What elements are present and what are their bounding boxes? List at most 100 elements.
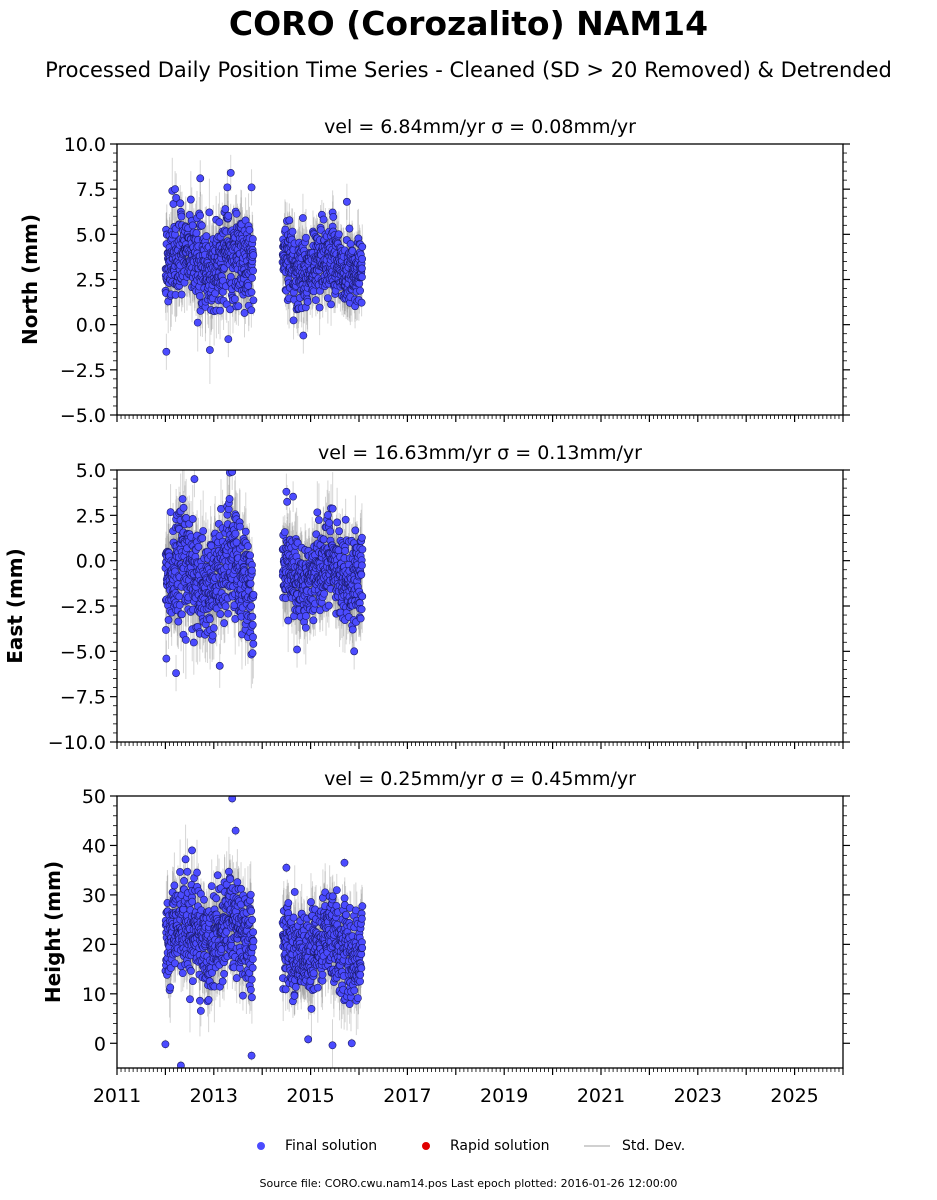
final-solution-point [357, 605, 366, 614]
final-solution-point [358, 533, 366, 542]
final-solution-point [288, 227, 297, 236]
data-points [161, 169, 367, 356]
final-solution-point [348, 625, 357, 634]
final-solution-point [224, 335, 233, 344]
y-tick-label: −2.5 [60, 596, 106, 618]
y-tick-label: −5.0 [60, 405, 106, 427]
final-solution-point [162, 347, 171, 356]
final-solution-point [341, 515, 350, 524]
final-solution-point [226, 169, 235, 177]
final-solution-point [320, 589, 329, 598]
data-points [161, 470, 367, 677]
final-solution-point [314, 516, 323, 524]
panel-1: vel = 6.84mm/yr σ = 0.08mm/yr −5.0 −2.5 0.0… [18, 116, 850, 427]
final-solution-point [328, 504, 337, 513]
final-solution-point [345, 224, 354, 233]
final-solution-point [186, 195, 195, 204]
final-solution-point [205, 208, 214, 217]
final-solution-point [303, 297, 312, 306]
final-solution-point [324, 601, 333, 610]
final-solution-point [249, 296, 258, 305]
final-solution-point [224, 211, 233, 220]
final-solution-point [302, 233, 310, 242]
final-solution-point [188, 221, 197, 230]
final-solution-point [241, 527, 250, 536]
y-tick-label: −5.0 [60, 641, 106, 663]
y-tick-label: −7.5 [60, 687, 106, 709]
final-solution-point [202, 232, 211, 241]
final-solution-point [334, 230, 343, 239]
final-solution-point [234, 302, 243, 311]
final-solution-point [162, 626, 170, 634]
final-solution-point [325, 518, 334, 527]
final-solution-point [358, 545, 367, 554]
final-solution-point [181, 635, 190, 644]
panel-title: vel = 6.84mm/yr σ = 0.08mm/yr [324, 116, 636, 138]
final-solution-point [333, 518, 342, 527]
final-solution-point [302, 612, 310, 620]
y-tick-label: 10.0 [64, 134, 106, 156]
final-solution-point [309, 616, 318, 625]
final-solution-point [174, 617, 183, 626]
final-solution-point [179, 503, 188, 512]
final-solution-point [198, 221, 206, 230]
final-solution-point [356, 614, 365, 623]
final-solution-point [221, 205, 230, 213]
final-solution-point [247, 602, 256, 611]
final-solution-point [208, 631, 217, 640]
final-solution-point [326, 527, 335, 536]
final-solution-point [215, 218, 224, 227]
final-solution-point [196, 174, 205, 183]
final-solution-point [231, 529, 240, 538]
chart-subtitle: Processed Daily Position Time Series - C… [45, 58, 892, 82]
y-axis-label: North (mm) [18, 214, 42, 345]
final-solution-point [171, 185, 179, 194]
final-solution-point [358, 242, 367, 251]
final-solution-point [236, 522, 244, 531]
y-tick-label: 2.5 [76, 270, 106, 292]
final-solution-point [248, 235, 257, 243]
final-solution-point [243, 542, 252, 551]
final-solution-point [299, 331, 308, 340]
final-solution-point [220, 619, 229, 628]
final-solution-point [248, 649, 257, 658]
y-tick-label: 2.5 [76, 505, 106, 527]
final-solution-point [249, 266, 257, 275]
final-solution-point [194, 542, 203, 551]
chart-title: CORO (Corozalito) NAM14 [228, 4, 709, 43]
final-solution-point [248, 612, 257, 621]
y-axis-label: East (mm) [3, 548, 27, 664]
final-solution-point [221, 602, 230, 611]
final-solution-point [188, 515, 197, 523]
final-solution-point [249, 590, 258, 599]
y-tick-label: 5.0 [76, 224, 106, 246]
final-solution-point [289, 316, 298, 325]
final-solution-point [230, 295, 239, 303]
final-solution-point [299, 214, 307, 222]
final-solution-point [224, 609, 232, 618]
final-solution-point [249, 639, 258, 648]
final-solution-point [351, 526, 360, 535]
final-solution-point [358, 273, 366, 281]
final-solution-point [240, 309, 249, 317]
final-solution-point [342, 197, 351, 206]
final-solution-point [285, 216, 294, 225]
final-solution-point [358, 254, 367, 263]
final-solution-point [196, 211, 205, 220]
final-solution-point [335, 527, 343, 536]
final-solution-point [248, 274, 256, 282]
final-solution-point [190, 475, 199, 483]
final-solution-point [280, 528, 289, 537]
final-solution-point [350, 647, 359, 656]
final-solution-point [228, 470, 237, 476]
y-tick-label: −2.5 [60, 360, 106, 382]
y-tick-label: −10.0 [48, 732, 106, 754]
final-solution-point [216, 306, 224, 315]
final-solution-point [223, 183, 232, 192]
y-tick-label: 5.0 [76, 460, 106, 482]
final-solution-point [177, 290, 186, 299]
final-solution-point [247, 288, 256, 297]
final-solution-point [248, 620, 257, 629]
final-solution-point [357, 298, 366, 307]
